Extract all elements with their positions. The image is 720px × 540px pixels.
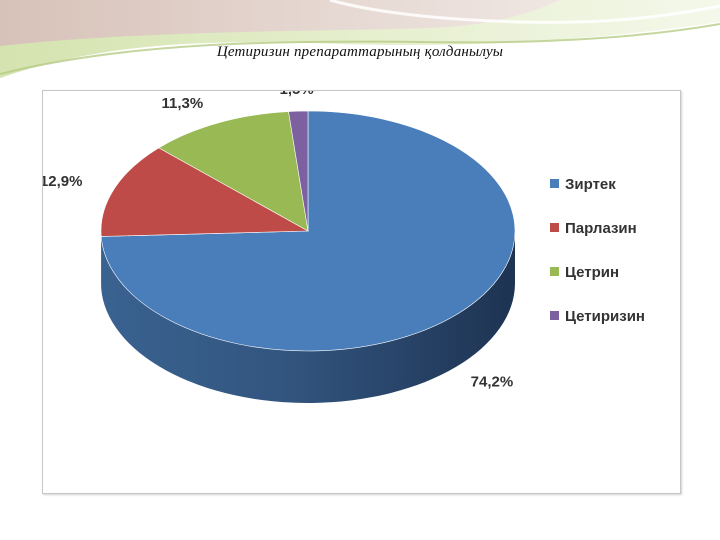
legend-label-3: Цетрин <box>565 264 619 281</box>
slice-4 <box>288 110 309 232</box>
slice-3 <box>158 111 309 232</box>
legend-label-1: Зиртек <box>565 176 616 193</box>
data-label-3: 11,3% <box>162 95 204 112</box>
slide-header-banner <box>0 0 720 78</box>
legend-swatch-1 <box>550 179 559 188</box>
legend-label-4: Цетиризин <box>565 308 645 325</box>
legend-label-2: Парлазин <box>565 220 637 237</box>
data-label-1: 74,2% <box>471 373 514 390</box>
slice-1-side <box>101 231 516 403</box>
legend-swatch-3 <box>550 267 559 276</box>
pie-chart: 74,2% 12,9% 11,3% 1,5% Зиртек Парлазин Цетрин… <box>43 91 645 403</box>
chart-frame: 74,2% 12,9% 11,3% 1,5% Зиртек Парлазин Цетрин… <box>42 90 681 494</box>
legend-swatch-4 <box>550 311 559 320</box>
data-label-2: 12,9% <box>43 173 82 190</box>
slice-2 <box>100 147 310 237</box>
data-label-4: 1,5% <box>280 91 314 98</box>
slide-title: Цетиризин препараттарының қолданылуы <box>216 44 504 60</box>
legend-swatch-2 <box>550 223 559 232</box>
